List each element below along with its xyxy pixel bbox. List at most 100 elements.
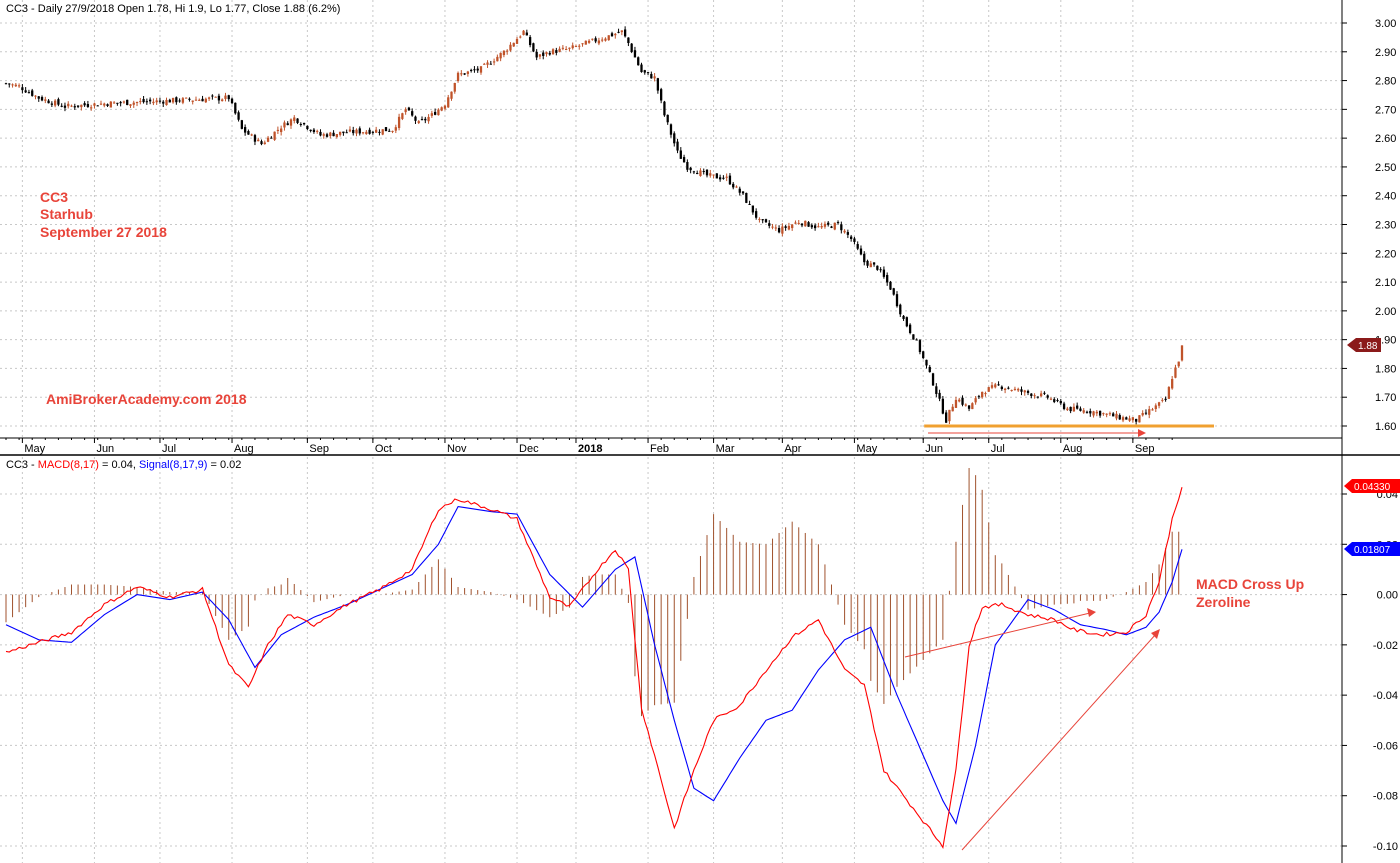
candle-body xyxy=(171,97,175,103)
macd-line xyxy=(5,487,1183,850)
candle-body xyxy=(892,288,895,295)
candle-body xyxy=(67,103,70,107)
candle-body xyxy=(296,118,299,123)
candle-body xyxy=(211,95,214,97)
candle-body xyxy=(60,105,63,107)
candle-body xyxy=(437,109,440,116)
candle-body xyxy=(306,125,309,130)
candle-body xyxy=(787,225,791,230)
candle-body xyxy=(954,399,958,408)
candle-body xyxy=(148,99,152,102)
price-y-tick-label: 2.00 xyxy=(1375,306,1396,318)
candle-body xyxy=(1164,398,1167,400)
candle-body xyxy=(676,141,679,151)
x-axis-tick-label: May xyxy=(24,443,45,455)
last-price-badge: 1.88 xyxy=(1347,338,1381,352)
candle-body xyxy=(135,101,139,103)
candle-body xyxy=(257,139,260,142)
candle-body xyxy=(99,103,103,105)
candle-body xyxy=(522,30,525,35)
candle-body xyxy=(853,238,856,242)
candle-body xyxy=(289,119,293,126)
watermark-text: AmiBrokerAcademy.com 2018 xyxy=(46,391,247,407)
candle-body xyxy=(745,192,748,203)
candle-body xyxy=(299,124,302,126)
candle-body xyxy=(604,38,607,41)
x-axis-tick-label: Sep xyxy=(1135,443,1155,455)
price-panel xyxy=(4,26,1214,437)
candle-body xyxy=(889,281,892,290)
candle-body xyxy=(1092,411,1095,416)
candle-body xyxy=(610,33,614,37)
candle-body xyxy=(1177,361,1180,367)
note-ticker: CC3 xyxy=(40,189,68,205)
candle-body xyxy=(401,113,404,119)
candle-body xyxy=(1089,411,1092,414)
candle-body xyxy=(633,50,637,58)
candle-body xyxy=(1134,418,1138,422)
candle-body xyxy=(761,219,764,221)
candle-body xyxy=(1121,417,1125,421)
candle-body xyxy=(1171,379,1174,389)
candle-body xyxy=(571,45,574,49)
candle-body xyxy=(126,99,129,106)
candle-body xyxy=(381,129,384,135)
candle-body xyxy=(908,324,912,334)
signal-value-badge: 0.01807 xyxy=(1344,542,1400,556)
candle-body xyxy=(466,71,470,74)
candle-body xyxy=(669,124,673,135)
candle-body xyxy=(433,111,437,115)
candle-body xyxy=(276,129,280,131)
candle-body xyxy=(447,97,450,108)
candle-body xyxy=(614,33,617,36)
candle-body xyxy=(800,223,804,226)
candle-body xyxy=(813,225,817,229)
candle-body xyxy=(712,174,715,176)
candle-body xyxy=(938,392,941,399)
signal-legend-label: Signal(8,17,9) xyxy=(139,459,208,471)
candle-body xyxy=(565,49,568,51)
candle-body xyxy=(103,103,106,106)
macd-y-tick-label: 0.00 xyxy=(1377,590,1398,602)
candle-body xyxy=(420,119,424,121)
candle-body xyxy=(620,30,623,33)
candle-body xyxy=(243,127,247,133)
candle-body xyxy=(473,69,476,71)
candle-body xyxy=(139,101,142,103)
candle-body xyxy=(129,104,132,106)
candle-body xyxy=(660,89,663,101)
candle-body xyxy=(555,50,558,53)
candle-body xyxy=(1102,413,1105,415)
candle-body xyxy=(201,98,204,102)
x-axis-tick-label: Dec xyxy=(519,443,539,455)
candle-body xyxy=(836,222,840,224)
candle-body xyxy=(1066,408,1069,411)
candle-body xyxy=(1030,393,1033,397)
candle-body xyxy=(63,105,67,108)
candle-body xyxy=(486,62,489,65)
candle-body xyxy=(810,225,813,228)
candle-body xyxy=(492,61,496,63)
candle-body xyxy=(453,83,456,92)
x-axis-tick-label: Aug xyxy=(1063,443,1083,455)
candle-body xyxy=(833,222,836,230)
candle-body xyxy=(856,244,859,249)
candle-body xyxy=(607,35,610,41)
candle-body xyxy=(948,409,951,422)
candle-body xyxy=(207,97,211,99)
candle-body xyxy=(496,56,499,62)
candle-body xyxy=(185,97,188,99)
x-axis-tick-label: 2018 xyxy=(578,443,602,455)
macd-badge-shape xyxy=(1344,479,1400,493)
candle-body xyxy=(237,112,240,120)
candle-body xyxy=(109,101,112,108)
candle-body xyxy=(771,226,774,228)
candle-body xyxy=(329,132,332,136)
candle-body xyxy=(181,98,185,103)
candle-body xyxy=(961,397,964,405)
candle-body xyxy=(843,230,846,233)
candle-body xyxy=(863,253,866,263)
candle-body xyxy=(214,96,217,98)
